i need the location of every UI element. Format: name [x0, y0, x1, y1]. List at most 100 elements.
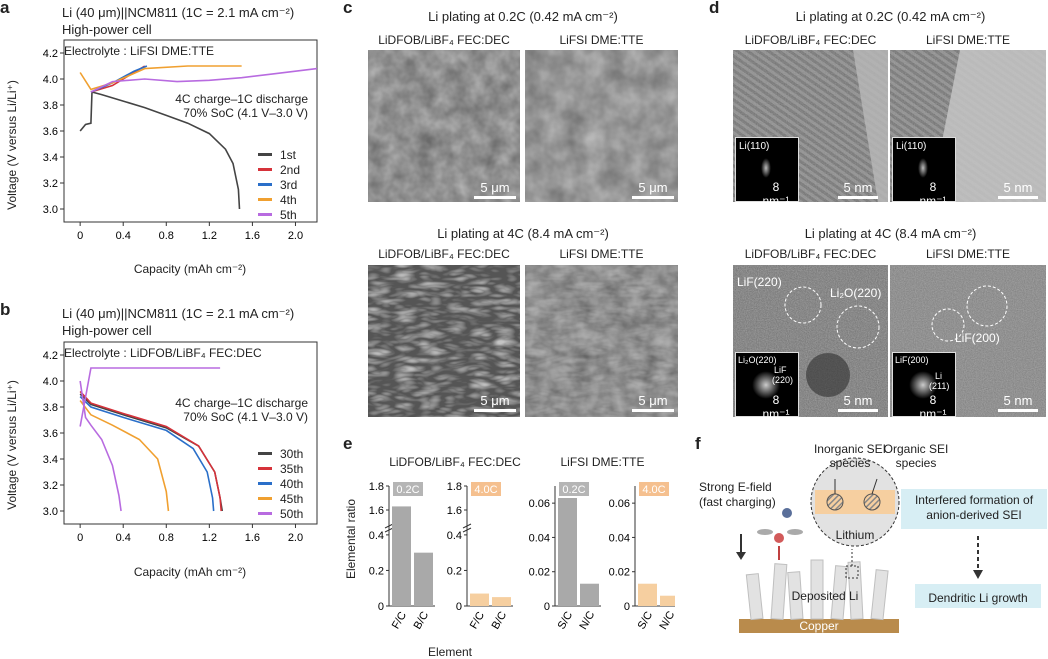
tem-fft-inset-4: LiF(200) Li (211) [892, 352, 956, 417]
e-tick-label: 0.2 [447, 565, 462, 577]
fft-label-lif200: LiF(200) [895, 355, 929, 365]
axis-break [462, 527, 472, 533]
legend-swatch [258, 452, 272, 455]
panel-e-xlabel: Element [427, 645, 473, 659]
fft-label-li211: (211) [929, 381, 950, 391]
panel-b-chart: 3.0 3.2 3.4 3.6 3.8 4.0 4.2 0 0.4 0.8 1.2 1.6 2.0 [43, 341, 318, 544]
e-tick-label: 1.8 [447, 481, 462, 493]
panel-a-protocol-line2: 70% SoC (4.1 V–3.0 V) [183, 106, 308, 120]
e-tick-label: 1.8 [369, 481, 384, 493]
axis-break [462, 523, 472, 529]
axis-break [384, 527, 394, 533]
e-badge-text: 4.0C [474, 484, 497, 496]
e-badge-text: 0.2C [396, 484, 419, 496]
box-interfered [901, 489, 1047, 529]
e-tick-label: 0.4 [447, 530, 462, 542]
legend-label: 1st [280, 147, 297, 162]
series-4th [79, 65, 242, 91]
e-badge [559, 482, 589, 496]
organic-sei-icon [863, 493, 881, 511]
panel-b-electrolyte: Electrolyte : LiDFOB/LiBF₄ FEC:DEC [64, 346, 262, 360]
legend-label: 30th [280, 446, 304, 461]
legend-swatch [258, 168, 272, 171]
y-tick-label: 3.8 [43, 402, 58, 414]
e-tick-label: 0.2 [369, 565, 384, 577]
legend-item: 2nd [258, 162, 300, 177]
label-dendritic: Dendritic Li growth [928, 591, 1028, 605]
legend-swatch [258, 482, 272, 485]
y-tick-label: 3.8 [43, 100, 58, 112]
panel-b-cell-subtitle: High-power cell [62, 323, 152, 338]
label-lithium: Lithium [835, 528, 875, 542]
legend-swatch [258, 183, 272, 186]
panel-a-ylabel-wrap: Voltage (V versus Li/Li⁺) [2, 48, 22, 238]
legend-label: 40th [280, 476, 304, 491]
panel-a-protocol-line1: 4C charge–1C discharge [175, 92, 308, 106]
y-tick-label: 3.0 [43, 204, 58, 216]
e-badge [639, 482, 669, 496]
tem-label-li2o220: Li₂O(220) [830, 286, 882, 300]
label-organic-sei: Organic SEI species [883, 442, 949, 470]
legend-label: 50th [280, 506, 304, 521]
e-category-label: S/C [556, 610, 576, 632]
legend-label: 3rd [280, 177, 298, 192]
panel-b-protocol-line2: 70% SoC (4.1 V–3.0 V) [183, 410, 308, 424]
e-bar-F/C [470, 593, 489, 606]
y-tick-label: 4.2 [43, 350, 58, 362]
e-category-label: N/C [657, 609, 675, 631]
e-tick-label: 0.02 [529, 567, 550, 579]
x-tick-label: 0.4 [116, 532, 131, 544]
tem-inset-scale-text-4: 8 nm⁻¹ [919, 393, 947, 421]
panel-e-group1: LiDFOB/LiBF₄ FEC:DEC [389, 455, 521, 469]
e-badge [393, 482, 423, 496]
panel-d-col1-bottom: LiDFOB/LiBF₄ FEC:DEC [744, 247, 877, 261]
e-badge [471, 482, 501, 496]
panel-b-cell-title: Li (40 μm)||NCM811 (1C = 2.1 mA cm⁻²) [62, 306, 295, 321]
fft-label-lif: LiF [774, 365, 787, 375]
sem-scale-text-1: 5 μm [480, 180, 510, 195]
x-tick-label: 0.8 [159, 230, 174, 242]
y-tick-label: 4.0 [43, 376, 58, 388]
tem-inset-scalebar-3: 8 nm⁻¹ [759, 393, 793, 425]
legend-label: 4th [280, 192, 297, 207]
copper-layer [739, 619, 899, 633]
label-efield-1: Strong E-field [699, 480, 772, 494]
e-category-label: F/C [468, 610, 487, 631]
tem-inset-scalebar-2: 8 nm⁻¹ [916, 180, 950, 212]
sem-image-lidfob-4c [368, 265, 520, 417]
panel-c-col1-bottom: LiDFOB/LiBF₄ FEC:DEC [378, 247, 510, 261]
x-tick-label: 0.8 [159, 532, 174, 544]
y-tick-label: 3.2 [43, 178, 58, 190]
legend-swatch [258, 497, 272, 500]
tem-inset-scale-text-1: 8 nm⁻¹ [762, 180, 790, 208]
e-category-label: F/C [390, 610, 409, 631]
e-bar-B/C [492, 597, 511, 606]
legend-swatch [258, 512, 272, 515]
panel-c-col1-top: LiDFOB/LiBF₄ FEC:DEC [378, 33, 510, 47]
y-tick-label: 4.0 [43, 74, 58, 86]
sem-scale-text-2: 5 μm [638, 180, 668, 195]
panel-b-label: b [0, 300, 11, 319]
e-category-label: N/C [577, 609, 597, 631]
sem-scalebar-2: 5 μm [632, 180, 674, 199]
e-badge-text: 0.2C [562, 484, 585, 496]
panel-b-legend: 30th 35th 40th 45th 50th [258, 446, 303, 521]
legend-item: 5th [258, 207, 300, 222]
fft-label-lif220: (220) [772, 375, 794, 385]
series-5th [90, 67, 318, 93]
panel-b-ylabel: Voltage (V versus Li/Li⁺) [5, 380, 19, 510]
e-badge-text: 4.0C [642, 484, 665, 496]
label-copper: Copper [799, 619, 839, 633]
sem-image-lifsi-4c [525, 265, 678, 417]
e-bar-B/C [414, 552, 433, 606]
x-tick-label: 0 [77, 230, 83, 242]
fft-label-li110-2: Li(110) [896, 141, 927, 152]
series-charge [79, 367, 221, 427]
legend-label: 45th [280, 491, 304, 506]
axis-break [384, 523, 394, 529]
y-tick-label: 3.2 [43, 480, 58, 492]
anion-icon [782, 508, 792, 518]
tem-scale-text-1: 5 nm [843, 180, 873, 195]
panel-a-xlabel: Capacity (mAh cm⁻²) [133, 262, 247, 276]
x-tick-label: 2.0 [288, 230, 303, 242]
